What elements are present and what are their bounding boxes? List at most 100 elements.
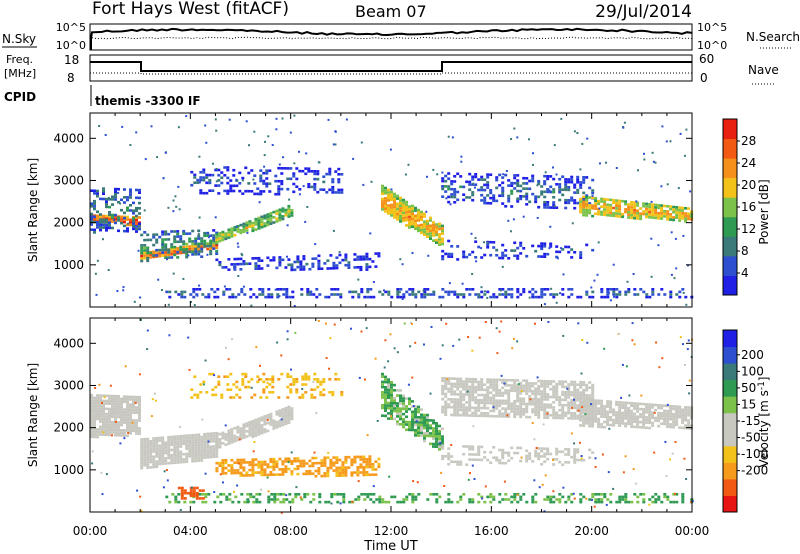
power-cell-7: [438, 233, 441, 236]
velocity-cell-6: [516, 389, 520, 393]
power-speckle: [116, 290, 119, 292]
velocity-cell-5: [432, 445, 435, 448]
power-speckle: [198, 216, 201, 219]
velocity-cell-4: [224, 466, 228, 470]
velocity-cell-9: [384, 500, 388, 504]
power-speckle: [484, 290, 486, 293]
velocity-cell-9: [591, 495, 595, 499]
power-speckle: [460, 155, 463, 158]
power-cell-3: [173, 245, 177, 249]
power-speckle: [682, 291, 685, 294]
power-cell-7: [423, 215, 426, 218]
velocity-cell-3: [262, 372, 266, 376]
velocity-cell-7: [612, 408, 616, 411]
velocity-cell-4: [347, 466, 351, 469]
velocity-cell-7: [666, 417, 670, 421]
velocity-cell-5: [387, 417, 390, 420]
velocity-cell-5: [435, 440, 438, 443]
velocity-cell-9: [558, 500, 562, 504]
power-cell-7: [393, 205, 396, 209]
velocity-cell-5: [393, 389, 396, 392]
power-speckle: [510, 230, 512, 233]
velocity-cell-9: [516, 500, 520, 504]
power-speckle: [586, 137, 589, 140]
power-cell-10: [465, 255, 469, 259]
power-speckle: [215, 129, 218, 132]
velocity-cell-1: [176, 448, 180, 451]
power-cell-9: [609, 211, 613, 215]
velocity-cell-4: [272, 463, 276, 466]
velocity-cell-2: [272, 424, 276, 428]
velocity-cell-3: [208, 372, 212, 376]
velocity-speckle: [127, 431, 130, 434]
power-cell-1: [108, 224, 111, 227]
power-cell-3: [161, 251, 165, 254]
power-cell-8: [552, 190, 556, 194]
velocity-cell-1: [203, 445, 207, 449]
power-cell-11: [576, 295, 580, 299]
power-cell-11: [240, 290, 244, 294]
velocity-cell-9: [639, 493, 643, 496]
velocity-cell-2: [290, 415, 294, 418]
power-cell-5: [226, 168, 230, 172]
power-cell-9: [627, 208, 631, 211]
velocity-cell-6: [534, 387, 538, 390]
power-speckle: [475, 260, 478, 263]
velocity-cell-6: [492, 414, 496, 418]
velocity-cell-3: [319, 391, 323, 394]
velocity-cell-0: [135, 429, 138, 433]
power-cell-10: [489, 240, 493, 244]
velocity-cell-6: [477, 388, 481, 392]
velocity-cell-6: [549, 380, 553, 383]
velocity-cell-4: [275, 473, 279, 476]
power-cell-3: [158, 248, 162, 252]
velocity-cell-6: [570, 417, 574, 420]
velocity-cell-6: [453, 406, 457, 409]
velocity-cell-8: [558, 460, 562, 464]
velocity-cell-2: [245, 435, 249, 438]
power-cell-5: [313, 188, 317, 191]
xtick-label: 00:00: [73, 524, 108, 538]
power-cell-6: [332, 264, 336, 267]
velocity-cell-6: [441, 377, 445, 380]
velocity-cell-5: [384, 391, 387, 394]
power-cell-10: [543, 255, 547, 258]
velocity-cell-6: [552, 414, 556, 417]
power-cell-9: [627, 203, 631, 206]
velocity-cell-5: [387, 406, 390, 410]
power-speckle: [643, 158, 646, 161]
power-cell-7: [405, 203, 408, 206]
power-cell-4: [224, 237, 228, 241]
velocity-cell-6: [516, 399, 520, 403]
velocity-cell-5: [435, 424, 438, 428]
velocity-cell-6: [495, 404, 499, 408]
velocity-pixels: [90, 318, 694, 514]
velocity-cell-7: [600, 407, 604, 411]
power-cell-9: [603, 210, 607, 214]
velocity-cell-0: [99, 425, 102, 429]
power-speckle: [241, 254, 244, 257]
velocity-cell-6: [456, 411, 460, 414]
power-cell-2: [173, 250, 177, 253]
power-cell-7: [381, 184, 384, 188]
power-speckle: [162, 177, 165, 180]
power-cell-9: [606, 213, 610, 217]
velocity-cell-0: [105, 394, 108, 398]
velocity-cell-0: [96, 399, 99, 402]
power-speckle: [278, 295, 281, 298]
power-speckle: [657, 244, 660, 247]
velocity-cell-2: [287, 413, 291, 417]
velocity-cell-4: [344, 474, 348, 477]
power-cell-8: [456, 190, 460, 194]
power-cell-11: [615, 295, 619, 299]
velocity-cell-6: [585, 388, 589, 392]
power-cell-8: [534, 200, 538, 204]
velocity-cell-7: [615, 400, 619, 404]
velocity-cell-8: [489, 451, 493, 454]
power-cell-9: [618, 215, 622, 218]
power-cell-1: [108, 221, 111, 224]
velocity-cell-7: [678, 426, 682, 429]
power-cell-6: [368, 257, 372, 261]
velocity-speckle: [534, 322, 536, 325]
velocity-cell-0: [105, 399, 108, 403]
